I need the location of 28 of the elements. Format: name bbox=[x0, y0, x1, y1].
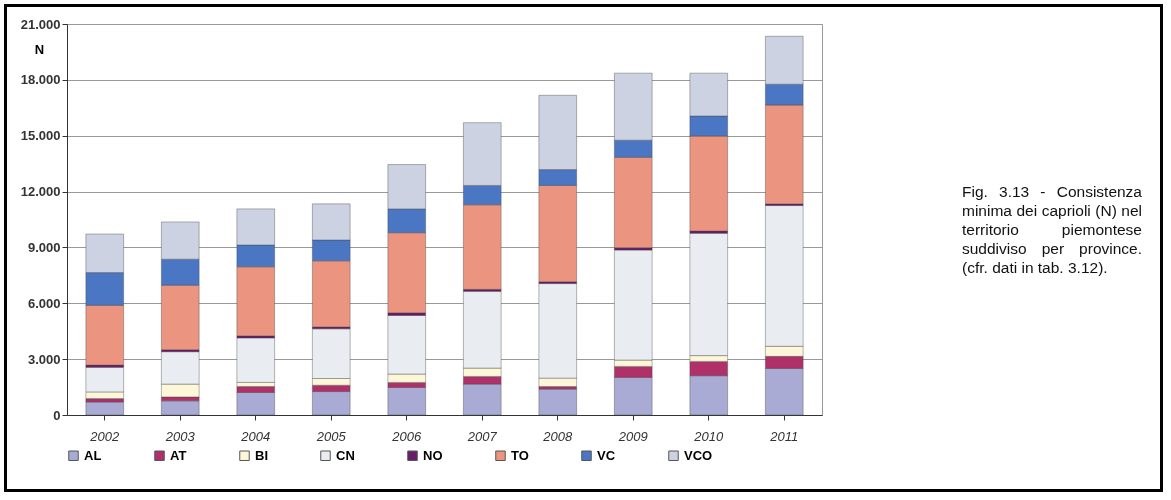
y-tick-label: 0 bbox=[53, 407, 61, 423]
y-tick-label: 18.000 bbox=[20, 72, 61, 88]
y-tick-label: 9.000 bbox=[27, 239, 61, 255]
x-tick-label: 2005 bbox=[315, 428, 347, 444]
x-tick-label: 2002 bbox=[89, 428, 120, 444]
y-tick-label: 3.000 bbox=[27, 351, 61, 367]
x-tick-label: 2003 bbox=[164, 428, 196, 444]
y-tick-label: 15.000 bbox=[20, 128, 61, 144]
y-axis-title: N bbox=[34, 41, 45, 57]
x-tick-label: 2007 bbox=[466, 428, 498, 444]
x-tick-label: 2010 bbox=[693, 428, 724, 444]
x-tick-label: 2011 bbox=[769, 428, 799, 444]
legend-label: BI bbox=[255, 447, 268, 463]
x-tick-label: 2004 bbox=[240, 428, 271, 444]
legend-label: AL bbox=[84, 447, 102, 463]
x-tick-label: 2008 bbox=[542, 428, 573, 444]
legend-label: VC bbox=[597, 447, 616, 463]
y-tick-label: 12.000 bbox=[20, 184, 61, 200]
caption: Fig. 3.13 - Consistenza minima dei caprioli (N) nel territorio piemontese suddiviso per province. (cfr. dati in tab. 3.12). bbox=[962, 182, 1142, 277]
legend-label: TO bbox=[511, 447, 529, 463]
legend-label: CN bbox=[336, 447, 355, 463]
x-tick-label: 2006 bbox=[391, 428, 422, 444]
y-tick-label: 6.000 bbox=[27, 295, 61, 311]
legend-label: VCO bbox=[684, 447, 713, 463]
legend-label: NO bbox=[423, 447, 443, 463]
y-tick-label: 21.000 bbox=[20, 16, 61, 32]
x-tick-label: 2009 bbox=[617, 428, 648, 444]
legend-label: AT bbox=[170, 447, 187, 463]
